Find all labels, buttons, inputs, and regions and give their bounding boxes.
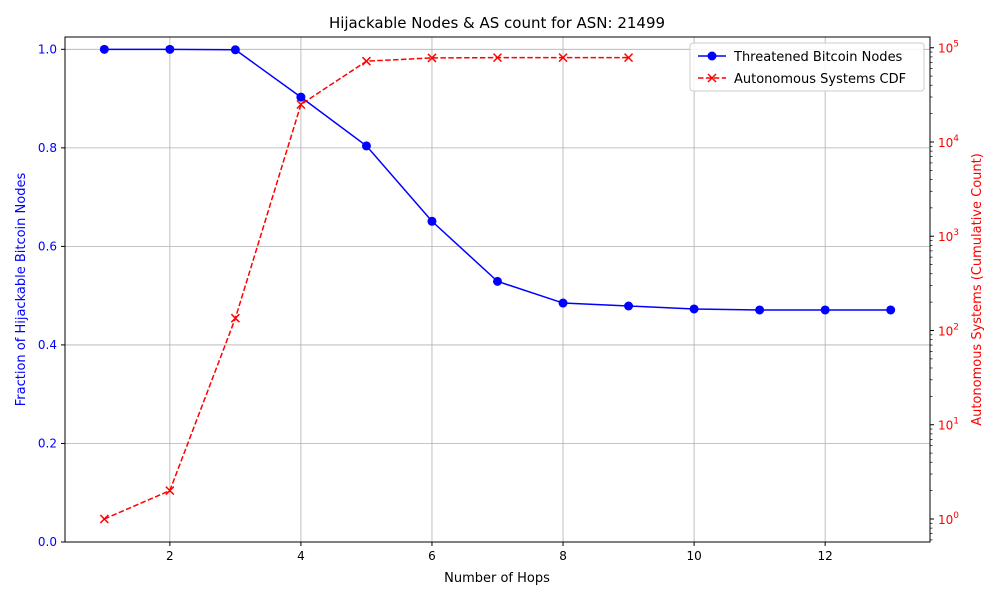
threatened-bitcoin-nodes-point <box>361 141 371 151</box>
x-tick-label: 10 <box>686 549 701 563</box>
y-right-tick-label: 103 <box>938 228 959 244</box>
y-right-tick-label: 105 <box>938 40 959 56</box>
y-left-tick-label: 0.8 <box>38 141 57 155</box>
autonomous-systems-cdf-point <box>624 53 634 63</box>
threatened-bitcoin-nodes-point <box>558 298 568 308</box>
x-tick-label: 12 <box>818 549 833 563</box>
legend-marker-as-cdf <box>707 73 717 83</box>
x-axis-label: Number of Hops <box>444 571 550 586</box>
y-left-tick-label: 1.0 <box>38 42 57 56</box>
threatened-bitcoin-nodes-point <box>886 305 896 315</box>
x-axis: 2 4 6 8 10 12 <box>166 542 833 563</box>
x-tick-label: 8 <box>559 549 567 563</box>
legend-box <box>689 42 925 92</box>
chart-title: Hijackable Nodes & AS count for ASN: 214… <box>329 14 665 32</box>
autonomous-systems-cdf-point <box>492 53 503 63</box>
threatened-bitcoin-nodes-point <box>427 216 437 226</box>
plot-frame <box>64 36 931 543</box>
threatened-bitcoin-nodes-point <box>165 44 175 54</box>
autonomous-systems-cdf-point <box>230 313 240 323</box>
threatened-bitcoin-nodes-point <box>624 301 634 311</box>
y-right-tick-label: 104 <box>938 134 959 150</box>
y-left-tick-label: 0.2 <box>38 436 57 450</box>
legend-label-as-cdf: Autonomous Systems CDF <box>734 72 906 87</box>
series-autonomous-systems-cdf <box>99 53 634 524</box>
y-axis-right: 100 101 102 103 104 105 <box>930 40 959 541</box>
threatened-bitcoin-nodes-point <box>493 276 502 286</box>
threatened-bitcoin-nodes-point <box>99 44 109 54</box>
autonomous-systems-cdf-point <box>165 486 175 496</box>
autonomous-systems-cdf-point <box>296 99 306 110</box>
autonomous-systems-cdf-point <box>361 56 371 66</box>
x-tick-label: 6 <box>428 549 436 563</box>
y-right-tick-label: 102 <box>938 322 959 338</box>
autonomous-systems-cdf-point <box>427 53 437 63</box>
y-axis-left: 0.0 0.2 0.4 0.6 0.8 1.0 <box>38 42 65 549</box>
threatened-bitcoin-nodes-point <box>820 305 830 315</box>
legend: Threatened Bitcoin Nodes Autonomous Syst… <box>689 42 925 92</box>
threatened-bitcoin-nodes-point <box>689 304 699 314</box>
threatened-bitcoin-nodes-point <box>230 45 240 55</box>
y-axis-left-label: Fraction of Hijackable Bitcoin Nodes <box>14 173 29 407</box>
y-axis-right-label: Autonomous Systems (Cumulative Count) <box>970 153 985 426</box>
y-right-tick-label: 100 <box>938 511 959 527</box>
threatened-bitcoin-nodes-point <box>296 92 306 102</box>
legend-label-threatened: Threatened Bitcoin Nodes <box>733 50 903 65</box>
y-left-tick-label: 0.0 <box>38 535 57 549</box>
legend-marker-threatened <box>707 51 717 61</box>
y-left-tick-label: 0.4 <box>38 338 57 352</box>
threatened-bitcoin-nodes-point <box>755 305 765 315</box>
x-tick-label: 4 <box>297 549 305 563</box>
y-left-tick-label: 0.6 <box>38 239 57 253</box>
autonomous-systems-cdf-point <box>99 514 109 524</box>
x-tick-label: 2 <box>166 549 174 563</box>
series-threatened-bitcoin-nodes <box>99 44 896 315</box>
y-right-tick-label: 101 <box>938 417 959 433</box>
autonomous-systems-cdf-point <box>558 53 568 63</box>
